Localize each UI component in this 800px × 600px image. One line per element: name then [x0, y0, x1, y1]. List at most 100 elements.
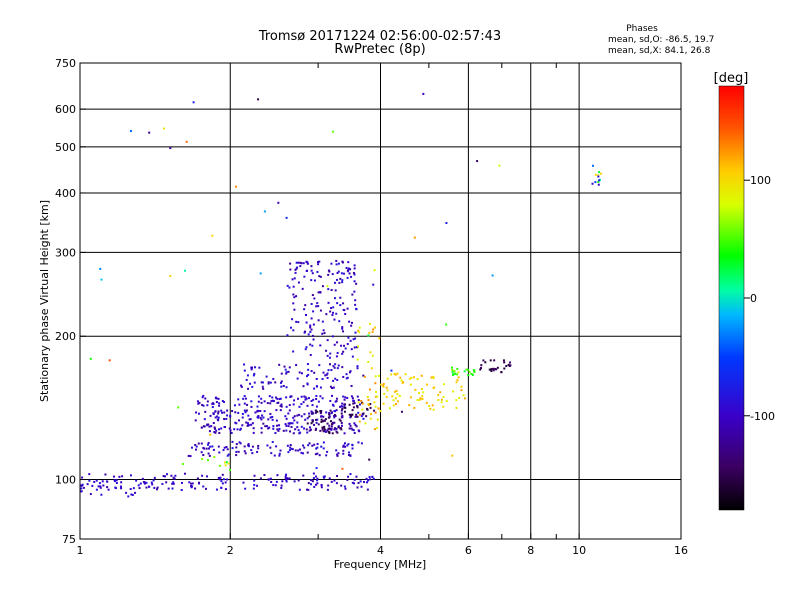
- data-point: [445, 323, 448, 326]
- data-point: [344, 347, 347, 350]
- data-point: [271, 440, 274, 443]
- data-point: [458, 397, 461, 400]
- data-point: [224, 464, 227, 467]
- data-point: [310, 302, 313, 305]
- data-point: [104, 473, 107, 476]
- data-point: [243, 395, 246, 398]
- data-point: [269, 402, 272, 405]
- data-point: [95, 479, 98, 482]
- data-point: [279, 381, 282, 384]
- data-point: [206, 404, 209, 407]
- data-point: [333, 416, 336, 419]
- data-point: [492, 369, 495, 372]
- data-point: [394, 402, 397, 405]
- data-point: [299, 431, 302, 434]
- data-point: [275, 480, 278, 483]
- data-point: [285, 372, 288, 375]
- data-point: [312, 310, 315, 313]
- data-point: [315, 483, 318, 486]
- data-point: [259, 477, 262, 480]
- data-point: [302, 452, 305, 455]
- data-point: [300, 372, 303, 375]
- data-point: [342, 302, 345, 305]
- data-point: [591, 164, 594, 167]
- data-point: [386, 389, 389, 392]
- data-point: [257, 395, 260, 398]
- data-point: [224, 488, 227, 491]
- data-point: [343, 442, 346, 445]
- data-point: [285, 424, 288, 427]
- data-point: [215, 397, 218, 400]
- data-point: [99, 485, 102, 488]
- data-point: [336, 351, 339, 354]
- data-point: [457, 371, 460, 374]
- data-point: [215, 488, 218, 491]
- data-point: [150, 481, 153, 484]
- data-point: [360, 442, 363, 445]
- data-point: [272, 427, 275, 430]
- data-point: [367, 334, 370, 337]
- data-point: [325, 411, 328, 414]
- data-point: [345, 266, 348, 269]
- data-point: [348, 403, 351, 406]
- data-point: [215, 400, 218, 403]
- data-point: [351, 443, 354, 446]
- data-point: [495, 368, 498, 371]
- data-point: [335, 278, 338, 281]
- data-point: [341, 352, 344, 355]
- data-point: [289, 262, 292, 265]
- data-point: [272, 425, 275, 428]
- data-point: [223, 461, 226, 464]
- data-point: [243, 369, 246, 372]
- data-point: [180, 488, 183, 491]
- data-point: [245, 378, 248, 381]
- data-point: [248, 418, 251, 421]
- data-point: [457, 376, 460, 379]
- data-point: [421, 398, 424, 401]
- data-point: [349, 268, 352, 271]
- data-point: [361, 408, 364, 411]
- colorbar: [719, 86, 744, 510]
- data-point: [170, 474, 173, 477]
- data-point: [280, 385, 283, 388]
- data-point: [493, 359, 496, 362]
- data-point: [113, 479, 116, 482]
- data-point: [451, 371, 454, 374]
- data-point: [304, 396, 307, 399]
- data-point: [330, 289, 333, 292]
- data-point: [341, 424, 344, 427]
- data-point: [350, 324, 353, 327]
- data-point: [241, 412, 244, 415]
- data-point: [484, 361, 487, 364]
- data-point: [323, 332, 326, 335]
- data-point: [239, 427, 242, 430]
- data-point: [360, 485, 363, 488]
- data-point: [362, 412, 365, 415]
- data-point: [333, 318, 336, 321]
- data-point: [310, 317, 313, 320]
- data-point: [289, 268, 292, 271]
- data-point: [278, 452, 281, 455]
- data-point: [350, 348, 353, 351]
- data-point: [156, 486, 159, 489]
- data-point: [141, 477, 144, 480]
- data-point: [244, 452, 247, 455]
- data-point: [217, 476, 220, 479]
- data-point: [355, 413, 358, 416]
- data-point: [342, 445, 345, 448]
- data-point: [262, 422, 265, 425]
- data-point: [217, 397, 220, 400]
- data-point: [503, 367, 506, 370]
- data-point: [256, 450, 259, 453]
- data-point: [351, 293, 354, 296]
- data-point: [409, 383, 412, 386]
- data-point: [376, 395, 379, 398]
- data-point: [420, 374, 423, 377]
- data-point: [294, 449, 297, 452]
- data-point: [445, 400, 448, 403]
- data-point: [392, 399, 395, 402]
- data-point: [190, 446, 193, 449]
- data-point: [125, 491, 128, 494]
- data-point: [467, 368, 470, 371]
- data-point: [353, 280, 356, 283]
